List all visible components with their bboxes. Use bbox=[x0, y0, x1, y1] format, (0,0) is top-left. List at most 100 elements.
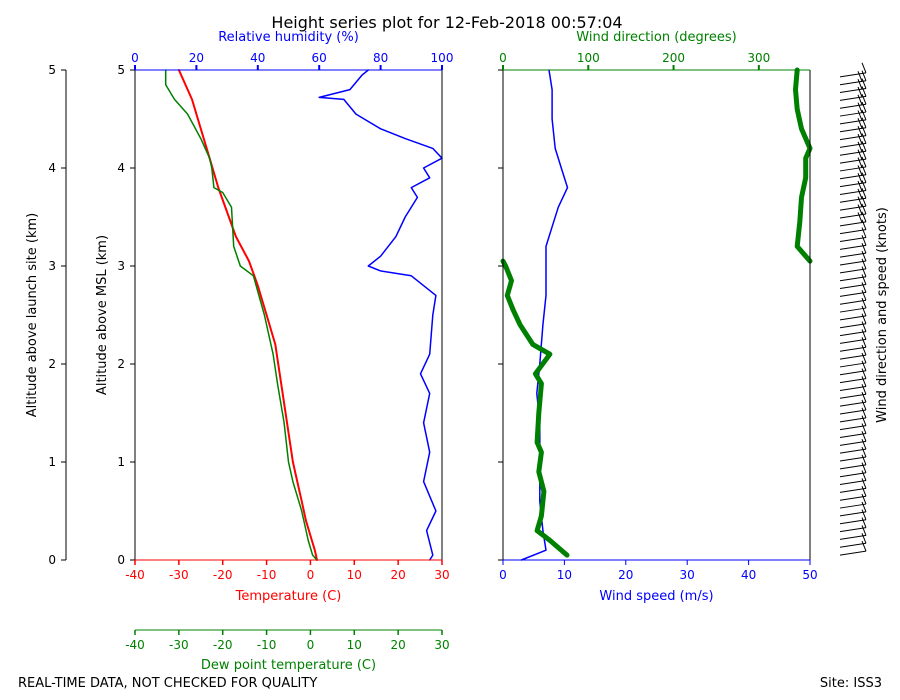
wind-barb-feather bbox=[861, 274, 867, 285]
dewpoint-axis-tick-label: 20 bbox=[391, 638, 406, 652]
altitude-site-axis-tick-label: 2 bbox=[48, 357, 56, 371]
wind-barb-feather bbox=[857, 188, 863, 200]
wind-barb-staff bbox=[839, 142, 867, 148]
wind-barb-staff bbox=[839, 72, 867, 78]
dewpoint-axis-tick-label: -40 bbox=[125, 638, 145, 652]
altitude-msl-axis-tick-label: 4 bbox=[117, 161, 125, 175]
humidity-axis-tick-label: 60 bbox=[312, 51, 327, 65]
wind-barb-feather bbox=[861, 305, 867, 317]
wind-barb-feather bbox=[861, 344, 867, 356]
humidity-axis-tick-label: 0 bbox=[131, 51, 139, 65]
wind-barb-feather bbox=[861, 321, 867, 332]
wind-barb-staff bbox=[839, 464, 867, 470]
wind-barb-feather bbox=[861, 94, 867, 105]
wind-barb-staff bbox=[839, 150, 867, 156]
wind-barb-staff bbox=[839, 88, 867, 94]
wind-barb-feather bbox=[861, 117, 867, 128]
wind-barb-staff bbox=[839, 197, 867, 203]
altitude-site-axis-tick-label: 3 bbox=[48, 259, 56, 273]
wind-barb-staff bbox=[839, 174, 867, 180]
wind-barb-staff bbox=[839, 119, 867, 125]
wind-barb-feather bbox=[861, 188, 867, 199]
humidity-axis-tick-label: 100 bbox=[431, 51, 454, 65]
wind-barb-staff bbox=[839, 260, 867, 266]
altitude-msl-axis-label: Altitude above MSL (km) bbox=[95, 235, 110, 395]
wind-barb-feather bbox=[861, 258, 867, 270]
wind-barb-feather bbox=[861, 446, 867, 458]
wind-barb-feather bbox=[861, 368, 867, 379]
wind-barb-feather bbox=[861, 509, 867, 520]
wind-barb-staff bbox=[839, 229, 867, 235]
wind-barb-feather bbox=[861, 227, 867, 238]
temperature-axis-tick-label: 0 bbox=[307, 568, 315, 582]
wind-barb-feather bbox=[861, 282, 867, 293]
wind-barb-feather bbox=[861, 470, 867, 481]
wind-barb-feather bbox=[861, 62, 867, 74]
wind-barb-feather bbox=[861, 297, 867, 309]
wind-barb-staff bbox=[839, 495, 867, 501]
wind-barb-feather bbox=[857, 78, 863, 90]
wind-barb-feather bbox=[857, 157, 863, 168]
wind-barbs bbox=[839, 62, 867, 556]
wind-barb-feather bbox=[861, 376, 867, 387]
wind-direction-axis-tick-label: 300 bbox=[747, 51, 770, 65]
wind-barb-staff bbox=[839, 268, 867, 274]
temperature-axis-tick-label: -10 bbox=[257, 568, 277, 582]
wind-barb-staff bbox=[839, 158, 867, 164]
wind-barb-staff bbox=[839, 401, 867, 407]
wind-barb-feather bbox=[861, 164, 867, 175]
altitude-site-axis-tick-label: 0 bbox=[48, 553, 56, 567]
wind-barb-staff bbox=[839, 205, 867, 211]
wind-barb-feather bbox=[857, 196, 863, 207]
dewpoint-line bbox=[164, 69, 318, 561]
altitude-msl-axis-tick-label: 3 bbox=[117, 259, 125, 273]
wind-barb-staff bbox=[839, 448, 867, 454]
wind-barb-staff bbox=[839, 284, 867, 290]
altitude-site-axis-tick-label: 4 bbox=[48, 161, 56, 175]
wind-barb-staff bbox=[839, 291, 867, 297]
wind-barb-feather bbox=[861, 525, 867, 536]
humidity-axis-tick-label: 40 bbox=[250, 51, 265, 65]
dewpoint-axis-tick-label: -10 bbox=[257, 638, 277, 652]
wind-barb-feather bbox=[861, 493, 867, 505]
wind-barb-staff bbox=[839, 385, 867, 391]
wind-barb-feather bbox=[861, 415, 867, 426]
wind-barb-feather bbox=[857, 141, 863, 153]
wind-barb-feather bbox=[861, 101, 867, 113]
wind-barb-feather bbox=[861, 148, 867, 160]
wind-barb-feather bbox=[861, 337, 867, 348]
wind-barb-feather bbox=[861, 431, 867, 442]
wind-barb-feather bbox=[857, 204, 863, 215]
wind-barb-feather bbox=[861, 517, 867, 528]
temperature-axis-tick-label: -30 bbox=[169, 568, 189, 582]
temperature-axis-tick-label: -20 bbox=[213, 568, 233, 582]
wind-barb-staff bbox=[839, 370, 867, 376]
humidity-line bbox=[318, 69, 443, 561]
wind-speed-axis-tick-label: 30 bbox=[680, 568, 695, 582]
wind-direction-upper-line bbox=[793, 67, 813, 264]
wind-barb-feather bbox=[857, 125, 863, 137]
wind-barb-feather bbox=[857, 110, 863, 121]
temperature-axis-tick-label: -40 bbox=[125, 568, 145, 582]
wind-barb-feather bbox=[861, 360, 867, 371]
dewpoint-axis-tick-label: 30 bbox=[434, 638, 449, 652]
wind-barb-feather bbox=[861, 501, 867, 513]
footer-quality-note: REAL-TIME DATA, NOT CHECKED FOR QUALITY bbox=[18, 676, 317, 691]
footer-site: Site: ISS3 bbox=[820, 676, 882, 691]
wind-barb-staff bbox=[839, 189, 867, 195]
temperature-axis-tick-label: 20 bbox=[391, 568, 406, 582]
wind-barb-staff bbox=[839, 127, 867, 133]
wind-barb-feather bbox=[861, 172, 867, 183]
wind-barb-staff bbox=[839, 307, 867, 313]
wind-barb-feather bbox=[861, 211, 867, 223]
wind-barb-staff bbox=[839, 315, 867, 321]
wind-barb-feather bbox=[861, 384, 867, 395]
wind-barb-feather bbox=[861, 156, 867, 168]
wind-barb-feather bbox=[857, 71, 863, 82]
wind-barb-feather bbox=[861, 329, 867, 340]
wind-barb-staff bbox=[839, 393, 867, 399]
temperature-axis-tick-label: 10 bbox=[347, 568, 362, 582]
wind-barb-staff bbox=[839, 95, 867, 101]
wind-barb-feather bbox=[861, 78, 867, 89]
wind-barb-staff bbox=[839, 409, 867, 415]
